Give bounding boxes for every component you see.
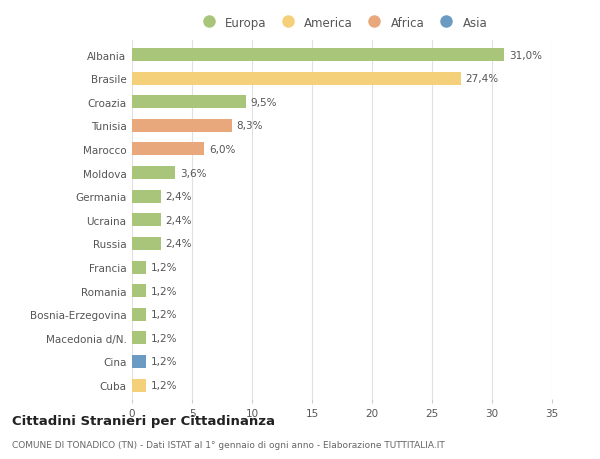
- Bar: [132, 96, 246, 109]
- Text: 27,4%: 27,4%: [466, 74, 499, 84]
- Text: 2,4%: 2,4%: [166, 192, 192, 202]
- Bar: [132, 331, 146, 345]
- Bar: [132, 190, 161, 203]
- Text: 1,2%: 1,2%: [151, 309, 178, 319]
- Text: COMUNE DI TONADICO (TN) - Dati ISTAT al 1° gennaio di ogni anno - Elaborazione T: COMUNE DI TONADICO (TN) - Dati ISTAT al …: [12, 441, 445, 449]
- Bar: [132, 355, 146, 368]
- Bar: [132, 261, 146, 274]
- Text: 9,5%: 9,5%: [251, 98, 277, 107]
- Bar: [132, 167, 175, 179]
- Bar: [132, 214, 161, 227]
- Bar: [132, 379, 146, 392]
- Bar: [132, 73, 461, 85]
- Legend: Europa, America, Africa, Asia: Europa, America, Africa, Asia: [194, 14, 490, 32]
- Text: 2,4%: 2,4%: [166, 239, 192, 249]
- Text: 6,0%: 6,0%: [209, 145, 235, 155]
- Text: 2,4%: 2,4%: [166, 215, 192, 225]
- Text: Cittadini Stranieri per Cittadinanza: Cittadini Stranieri per Cittadinanza: [12, 414, 275, 428]
- Text: 8,3%: 8,3%: [236, 121, 263, 131]
- Bar: [132, 120, 232, 133]
- Text: 1,2%: 1,2%: [151, 333, 178, 343]
- Text: 3,6%: 3,6%: [180, 168, 206, 178]
- Bar: [132, 49, 504, 62]
- Text: 1,2%: 1,2%: [151, 286, 178, 296]
- Bar: [132, 143, 204, 156]
- Bar: [132, 285, 146, 297]
- Bar: [132, 237, 161, 250]
- Text: 31,0%: 31,0%: [509, 50, 542, 61]
- Text: 1,2%: 1,2%: [151, 380, 178, 390]
- Text: 1,2%: 1,2%: [151, 357, 178, 367]
- Bar: [132, 308, 146, 321]
- Text: 1,2%: 1,2%: [151, 263, 178, 273]
